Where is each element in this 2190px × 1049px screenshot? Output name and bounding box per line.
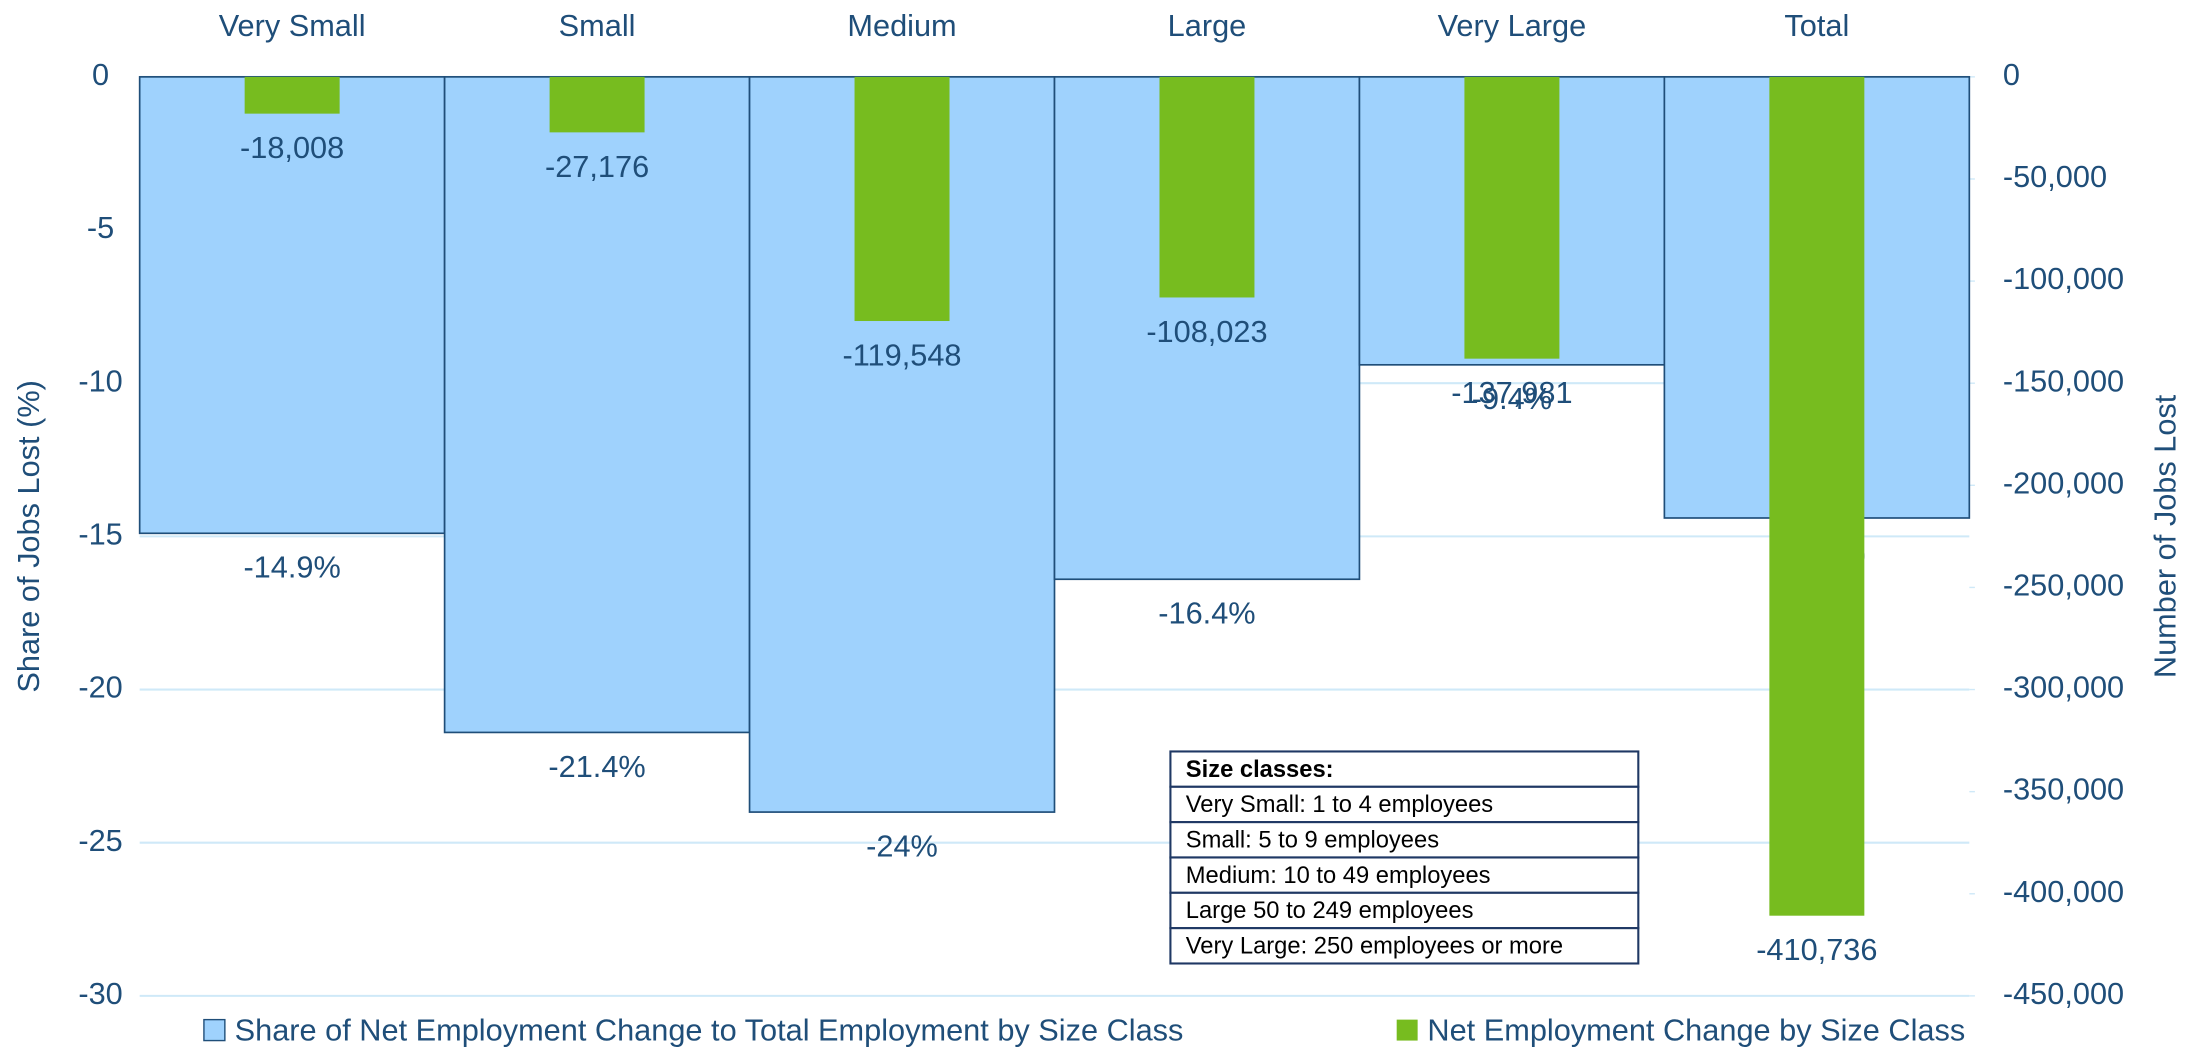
legend-label: Share of Net Employment Change to Total … (235, 1012, 1184, 1047)
value-label: -410,736 (1756, 932, 1877, 967)
value-label: -21.4% (548, 749, 645, 784)
y-tick-label: -15 (78, 516, 122, 551)
y2-tick-label: -350,000 (2003, 772, 2124, 807)
value-label: -119,548 (843, 337, 962, 372)
y-tick-label: 0 (92, 57, 109, 92)
value-label: -9.4% (1472, 381, 1552, 416)
legend-label: Net Employment Change by Size Class (1427, 1012, 1965, 1047)
y-tick-label: -20 (78, 670, 122, 705)
annotation-cell (1169, 856, 1640, 894)
bar (1464, 76, 1560, 359)
bar (138, 76, 446, 535)
y-axis-label: Share of Jobs Lost (%) (11, 380, 46, 692)
y2-axis-label: Number of Jobs Lost (2148, 394, 2183, 678)
annotation-row: Small: 5 to 9 employees (1186, 827, 1439, 853)
y2-tick-label: -450,000 (2003, 976, 2124, 1011)
annotation-cell (1169, 750, 1640, 788)
bar (854, 76, 950, 322)
x-tick-label: Small (559, 8, 636, 43)
annotation-cell (1169, 821, 1640, 859)
bar (1769, 76, 1865, 916)
y2-tick-label: 0 (2003, 57, 2020, 92)
y-tick-label: -25 (78, 823, 122, 858)
bar (549, 76, 645, 133)
annotation-title: Size classes: (1186, 757, 1334, 783)
value-label: -18,008 (240, 130, 344, 165)
value-label: -24% (866, 829, 938, 864)
y-tick-label: -10 (78, 363, 122, 398)
y2-tick-label: -50,000 (2003, 159, 2107, 194)
value-label: -14.9% (243, 550, 340, 585)
y-tick-label: -30 (78, 976, 122, 1011)
x-tick-label: Medium (847, 8, 956, 43)
annotation-cell (1169, 891, 1640, 930)
y2-tick-label: -300,000 (2003, 670, 2124, 705)
y2-tick-label: -200,000 (2003, 465, 2124, 500)
bar (1159, 76, 1255, 298)
annotation-row: Large 50 to 249 employees (1186, 898, 1474, 924)
x-tick-label: Total (1784, 8, 1849, 43)
annotation-row: Medium: 10 to 49 employees (1186, 863, 1491, 889)
x-tick-label: Very Small (219, 8, 366, 43)
annotation-cell (1169, 927, 1640, 965)
annotation-row: Very Small: 1 to 4 employees (1186, 792, 1494, 818)
y2-tick-label: -400,000 (2003, 874, 2124, 909)
legend-swatch (203, 1018, 226, 1042)
value-label: -16.4% (1158, 596, 1255, 631)
bar (244, 76, 340, 114)
x-tick-label: Large (1168, 8, 1247, 43)
y2-tick-label: -250,000 (2003, 568, 2124, 603)
value-label: -108,023 (1146, 314, 1267, 349)
legend-swatch (1396, 1019, 1418, 1041)
value-label: -137,981 (1451, 375, 1572, 410)
y2-tick-label: -150,000 (2003, 363, 2124, 398)
x-tick-label: Very Large (1438, 8, 1587, 43)
y-tick-label: -5 (87, 210, 114, 245)
value-label: -27,176 (545, 149, 649, 184)
bar (443, 76, 751, 734)
annotation-row: Very Large: 250 employees or more (1186, 933, 1563, 959)
y2-tick-label: -100,000 (2003, 261, 2124, 296)
